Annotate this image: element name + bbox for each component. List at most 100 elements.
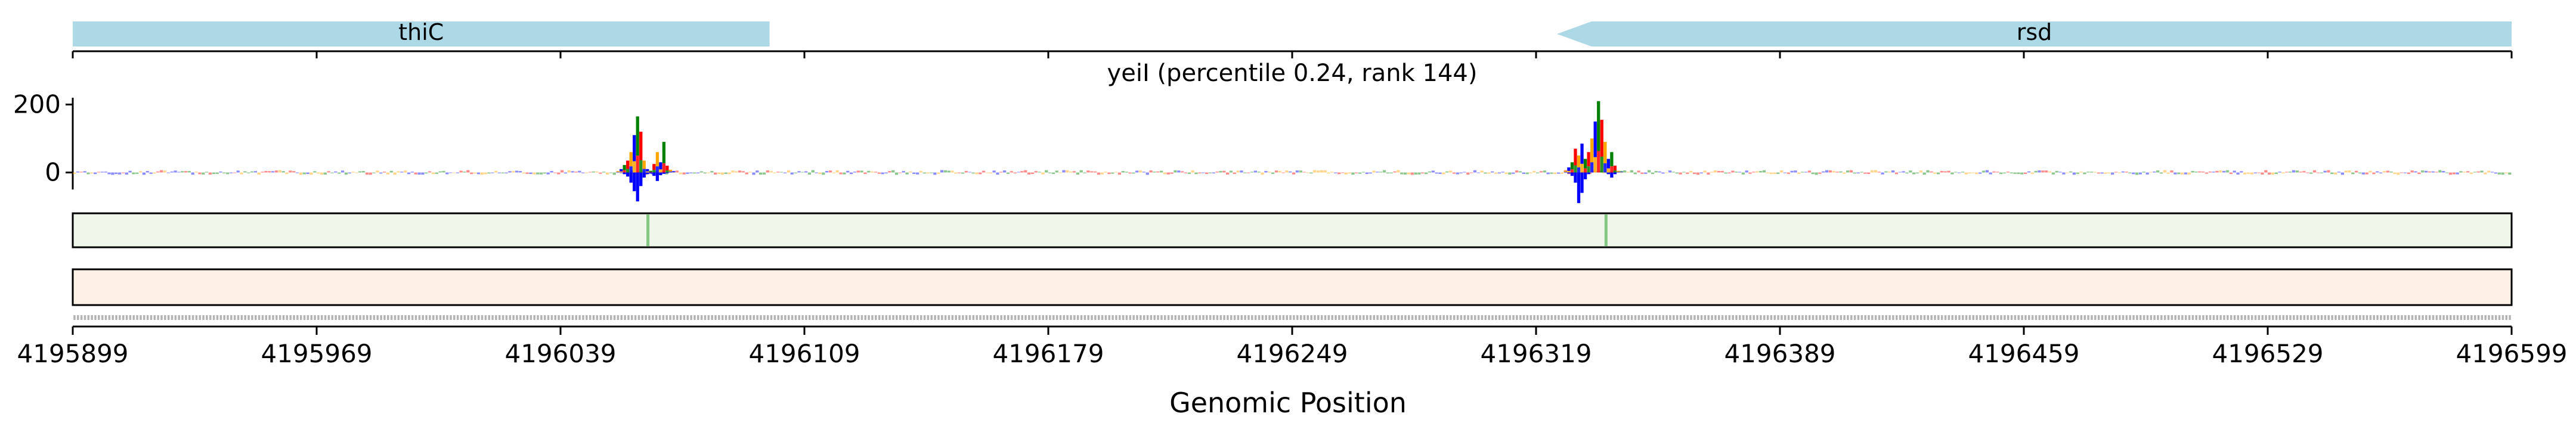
attribution-noise-bar	[1741, 172, 1745, 175]
sequence-base	[299, 315, 302, 320]
attribution-noise-bar	[682, 172, 686, 175]
attribution-noise-bar	[1253, 170, 1257, 173]
attribution-noise-bar	[313, 171, 317, 173]
sequence-base	[1669, 315, 1671, 320]
sequence-base	[1335, 315, 1337, 320]
attribution-noise-bar	[2469, 172, 2473, 175]
sequence-base	[1042, 315, 1044, 320]
sequence-base	[209, 315, 212, 320]
attribution-pos-bar	[655, 166, 659, 173]
sequence-base	[2163, 315, 2166, 320]
attribution-noise-bar	[1163, 172, 1167, 175]
attribution-noise-bar	[2187, 172, 2191, 175]
sequence-base	[1696, 315, 1699, 320]
attribution-noise-bar	[1532, 170, 1536, 173]
attribution-noise-bar	[1013, 172, 1017, 173]
attribution-noise-bar	[2452, 172, 2456, 175]
sequence-base	[1038, 315, 1041, 320]
sequence-base	[1693, 315, 1696, 320]
sequence-base	[1909, 315, 1912, 320]
sequence-base	[578, 315, 581, 320]
sequence-base	[2045, 315, 2048, 320]
sequence-base	[2097, 315, 2100, 320]
attribution-noise-bar	[979, 172, 982, 175]
attribution-pos-bar	[1613, 170, 1617, 173]
attribution-noise-bar	[2330, 172, 2334, 175]
attribution-noise-bar	[2397, 172, 2400, 175]
attribution-noise-bar	[1309, 172, 1313, 174]
sequence-base	[909, 315, 912, 320]
attribution-noise-bar	[797, 171, 801, 173]
sequence-base	[1063, 315, 1066, 320]
sequence-base	[1798, 315, 1800, 320]
attribution-noise-bar	[1762, 170, 1766, 173]
sequence-base	[2386, 315, 2389, 320]
sequence-base	[268, 315, 271, 320]
attribution-noise-bar	[2055, 170, 2058, 173]
sequence-base	[1665, 315, 1668, 320]
sequence-base	[2007, 315, 2010, 320]
sequence-base	[2390, 315, 2393, 320]
attribution-noise-bar	[807, 172, 812, 175]
attribution-noise-bar	[512, 171, 515, 173]
sequence-base	[1777, 315, 1779, 320]
sequence-base	[770, 315, 773, 320]
sequence-base	[809, 315, 811, 320]
sequence-base	[167, 315, 170, 320]
attribution-noise-bar	[832, 172, 836, 173]
attribution-noise-bar	[1539, 171, 1543, 173]
sequence-base	[1522, 315, 1525, 320]
sequence-base	[91, 315, 93, 320]
sequence-base	[2115, 315, 2117, 320]
attribution-noise-bar	[724, 172, 727, 174]
attribution-noise-bar	[1285, 170, 1289, 173]
sequence-base	[303, 315, 306, 320]
sequence-base	[986, 315, 989, 320]
attribution-noise-bar	[550, 170, 553, 173]
attribution-noise-bar	[1981, 170, 1986, 173]
attribution-noise-bar	[1121, 171, 1125, 173]
sequence-base	[1463, 315, 1466, 320]
sequence-base	[1237, 315, 1240, 320]
attribution-noise-bar	[117, 172, 122, 175]
attribution-noise-bar	[487, 172, 491, 174]
attribution-noise-bar	[947, 170, 950, 173]
sequence-base	[1815, 315, 1818, 320]
attribution-noise-bar	[2006, 171, 2010, 173]
sequence-base	[2150, 315, 2153, 320]
attribution-noise-bar	[940, 170, 944, 173]
attribution-noise-bar	[696, 172, 700, 173]
sequence-base	[1286, 315, 1288, 320]
sequence-base	[1136, 315, 1138, 320]
attribution-noise-bar	[2159, 172, 2163, 174]
attribution-noise-bar	[2368, 170, 2372, 173]
sequence-base	[993, 315, 996, 320]
attribution-noise-bar	[338, 172, 341, 174]
attribution-noise-bar	[358, 171, 362, 173]
attribution-pos-bar	[649, 170, 652, 172]
attribution-noise-bar	[1846, 170, 1850, 173]
sequence-base	[2453, 315, 2456, 320]
attribution-noise-bar	[2334, 172, 2337, 175]
sequence-base	[484, 315, 487, 320]
sequence-base	[2397, 315, 2399, 320]
attribution-noise-bar	[445, 172, 449, 175]
attribution-noise-bar	[2292, 170, 2296, 173]
sequence-base	[1432, 315, 1435, 320]
sequence-base	[2258, 315, 2261, 320]
attribution-noise-bar	[1045, 170, 1048, 173]
attribution-noise-bar	[2163, 170, 2166, 173]
sequence-base	[2035, 315, 2038, 320]
attribution-noise-bar	[843, 172, 846, 175]
attribution-noise-bar	[480, 172, 484, 175]
sequence-base	[1739, 315, 1741, 320]
attribution-neg-bar	[1610, 172, 1614, 178]
sequence-base	[794, 315, 797, 320]
attribution-noise-bar	[2051, 172, 2055, 175]
attribution-noise-bar	[2257, 172, 2261, 173]
sequence-base	[1460, 315, 1463, 320]
attribution-noise-bar	[334, 171, 338, 173]
sequence-base	[1673, 315, 1675, 320]
gene-track: thiC rsd	[73, 19, 2512, 46]
attribution-noise-bar	[578, 170, 581, 173]
